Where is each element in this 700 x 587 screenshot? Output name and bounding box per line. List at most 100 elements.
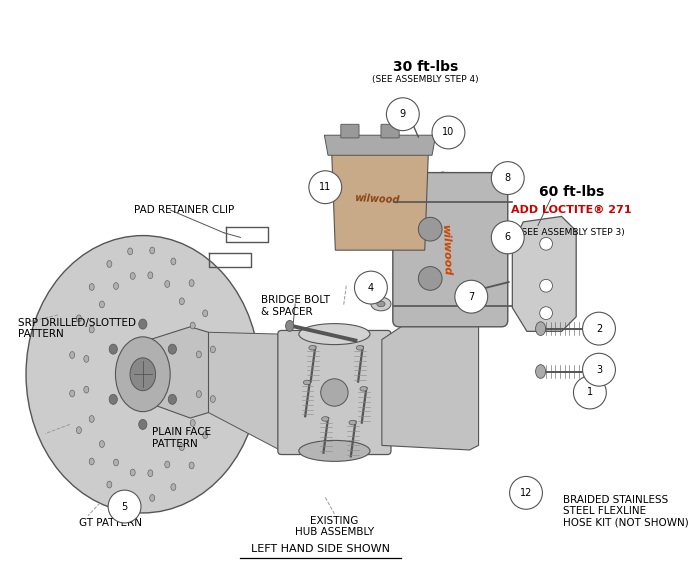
Text: 8: 8 [505, 173, 511, 183]
Text: 12: 12 [520, 488, 532, 498]
Circle shape [491, 161, 524, 194]
Polygon shape [332, 151, 428, 250]
Text: 1: 1 [587, 387, 593, 397]
Ellipse shape [109, 344, 118, 354]
Ellipse shape [171, 258, 176, 265]
Ellipse shape [349, 420, 356, 425]
Ellipse shape [299, 323, 370, 345]
Ellipse shape [99, 441, 104, 447]
Ellipse shape [497, 171, 513, 182]
Text: 3: 3 [596, 365, 602, 375]
Ellipse shape [179, 298, 184, 305]
Ellipse shape [150, 495, 155, 501]
Ellipse shape [26, 235, 260, 513]
Ellipse shape [203, 431, 208, 438]
Ellipse shape [210, 346, 216, 353]
Circle shape [540, 237, 552, 250]
Text: 30 ft-lbs: 30 ft-lbs [393, 60, 458, 74]
Ellipse shape [109, 394, 118, 404]
Ellipse shape [442, 124, 452, 137]
Ellipse shape [84, 386, 89, 393]
Circle shape [573, 376, 606, 409]
Ellipse shape [171, 484, 176, 491]
Circle shape [540, 279, 552, 292]
Ellipse shape [164, 281, 170, 288]
Ellipse shape [299, 440, 370, 461]
Circle shape [386, 98, 419, 131]
Ellipse shape [127, 494, 133, 501]
Text: BRAIDED STAINLESS
STEEL FLEXLINE
HOSE KIT (NOT SHOWN): BRAIDED STAINLESS STEEL FLEXLINE HOSE KI… [563, 494, 688, 528]
FancyBboxPatch shape [393, 173, 508, 327]
Ellipse shape [113, 282, 118, 289]
Ellipse shape [210, 396, 216, 403]
FancyBboxPatch shape [381, 124, 399, 138]
Text: GT PATTERN: GT PATTERN [79, 518, 142, 528]
Circle shape [108, 490, 141, 523]
Polygon shape [512, 217, 576, 332]
Text: LEFT HAND SIDE SHOWN: LEFT HAND SIDE SHOWN [251, 544, 390, 554]
Ellipse shape [99, 301, 104, 308]
Ellipse shape [130, 469, 135, 476]
Polygon shape [209, 332, 281, 451]
Ellipse shape [189, 462, 194, 469]
Ellipse shape [76, 427, 81, 434]
Text: EXISTING
HUB ASSEMBLY: EXISTING HUB ASSEMBLY [295, 516, 374, 538]
Ellipse shape [377, 301, 385, 307]
Ellipse shape [70, 352, 75, 359]
Circle shape [432, 116, 465, 149]
Polygon shape [324, 135, 435, 156]
Ellipse shape [190, 322, 195, 329]
Circle shape [582, 312, 615, 345]
Ellipse shape [107, 481, 112, 488]
Ellipse shape [360, 387, 368, 391]
Ellipse shape [309, 346, 316, 350]
Circle shape [510, 477, 542, 510]
Ellipse shape [148, 470, 153, 477]
Ellipse shape [113, 459, 118, 466]
Text: BRIDGE BOLT
& SPACER: BRIDGE BOLT & SPACER [261, 295, 330, 316]
Ellipse shape [321, 417, 329, 421]
Ellipse shape [371, 297, 391, 311]
Ellipse shape [130, 358, 155, 391]
Circle shape [309, 171, 342, 204]
Polygon shape [150, 327, 209, 418]
Text: 2: 2 [596, 323, 602, 333]
Ellipse shape [89, 326, 95, 333]
Ellipse shape [148, 272, 153, 279]
Text: 60 ft-lbs: 60 ft-lbs [539, 185, 604, 199]
Ellipse shape [400, 103, 412, 111]
Ellipse shape [70, 390, 75, 397]
Text: SRP DRILLED/SLOTTED
PATTERN: SRP DRILLED/SLOTTED PATTERN [18, 318, 136, 339]
Ellipse shape [405, 280, 455, 301]
Ellipse shape [196, 391, 202, 397]
Ellipse shape [76, 315, 81, 322]
Circle shape [455, 280, 488, 313]
Text: 11: 11 [319, 182, 331, 192]
Ellipse shape [89, 284, 95, 291]
Circle shape [419, 217, 442, 241]
Text: 7: 7 [468, 292, 475, 302]
Ellipse shape [168, 394, 176, 404]
Ellipse shape [190, 420, 195, 426]
Ellipse shape [303, 380, 311, 384]
Ellipse shape [127, 248, 133, 255]
Circle shape [582, 353, 615, 386]
Text: 6: 6 [505, 232, 511, 242]
Ellipse shape [203, 310, 208, 317]
Ellipse shape [130, 272, 135, 279]
Ellipse shape [504, 227, 513, 233]
Text: 5: 5 [121, 501, 127, 511]
Ellipse shape [139, 319, 147, 329]
Text: ADD LOCTITE® 271: ADD LOCTITE® 271 [512, 205, 632, 215]
Ellipse shape [139, 419, 147, 430]
Ellipse shape [116, 337, 170, 411]
Ellipse shape [464, 284, 475, 298]
Circle shape [491, 221, 524, 254]
Circle shape [540, 307, 552, 319]
Ellipse shape [168, 344, 176, 354]
Ellipse shape [321, 379, 348, 406]
Text: 10: 10 [442, 127, 454, 137]
Ellipse shape [179, 444, 184, 451]
Text: wilwood: wilwood [354, 193, 400, 205]
Text: (SEE ASSEMBLY STEP 4): (SEE ASSEMBLY STEP 4) [372, 75, 479, 84]
